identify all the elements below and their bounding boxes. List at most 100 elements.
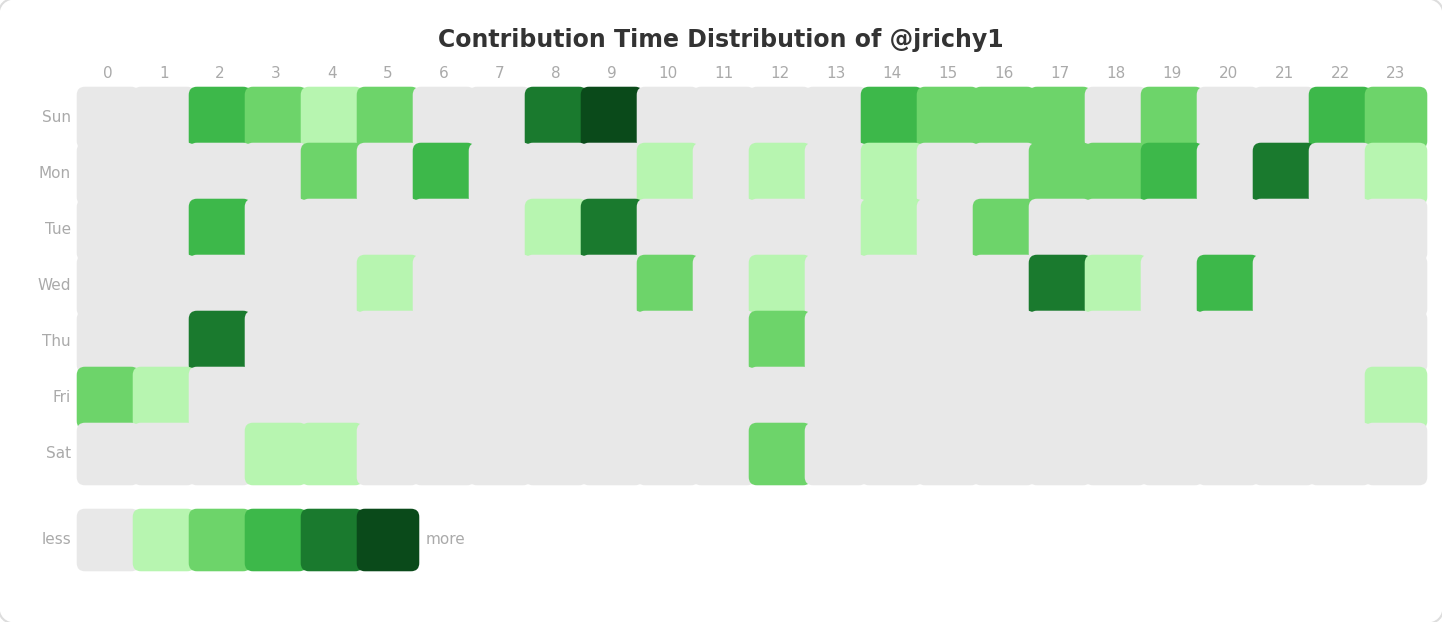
FancyBboxPatch shape <box>1364 311 1428 373</box>
FancyBboxPatch shape <box>76 367 140 429</box>
Text: 3: 3 <box>271 66 281 81</box>
Text: 4: 4 <box>327 66 337 81</box>
FancyBboxPatch shape <box>581 255 643 317</box>
FancyBboxPatch shape <box>637 423 699 485</box>
FancyBboxPatch shape <box>861 311 923 373</box>
FancyBboxPatch shape <box>1309 311 1371 373</box>
FancyBboxPatch shape <box>973 255 1035 317</box>
FancyBboxPatch shape <box>1253 142 1315 205</box>
FancyBboxPatch shape <box>412 198 476 261</box>
FancyBboxPatch shape <box>973 367 1035 429</box>
FancyBboxPatch shape <box>301 367 363 429</box>
Text: Wed: Wed <box>37 279 71 294</box>
FancyBboxPatch shape <box>861 423 923 485</box>
FancyBboxPatch shape <box>133 198 195 261</box>
FancyBboxPatch shape <box>1084 255 1148 317</box>
FancyBboxPatch shape <box>189 86 251 149</box>
FancyBboxPatch shape <box>1084 367 1148 429</box>
FancyBboxPatch shape <box>525 198 587 261</box>
FancyBboxPatch shape <box>1253 86 1315 149</box>
FancyBboxPatch shape <box>1197 86 1259 149</box>
FancyBboxPatch shape <box>1364 423 1428 485</box>
Text: 19: 19 <box>1162 66 1181 81</box>
FancyBboxPatch shape <box>637 142 699 205</box>
FancyBboxPatch shape <box>1197 255 1259 317</box>
FancyBboxPatch shape <box>748 142 812 205</box>
Text: 1: 1 <box>159 66 169 81</box>
FancyBboxPatch shape <box>1028 423 1092 485</box>
FancyBboxPatch shape <box>1028 311 1092 373</box>
FancyBboxPatch shape <box>581 142 643 205</box>
FancyBboxPatch shape <box>245 86 307 149</box>
FancyBboxPatch shape <box>1028 198 1092 261</box>
FancyBboxPatch shape <box>301 255 363 317</box>
FancyBboxPatch shape <box>917 198 979 261</box>
FancyBboxPatch shape <box>973 198 1035 261</box>
FancyBboxPatch shape <box>245 509 307 571</box>
FancyBboxPatch shape <box>356 367 420 429</box>
FancyBboxPatch shape <box>581 423 643 485</box>
Text: 18: 18 <box>1106 66 1126 81</box>
FancyBboxPatch shape <box>356 142 420 205</box>
FancyBboxPatch shape <box>1309 198 1371 261</box>
FancyBboxPatch shape <box>748 423 812 485</box>
Text: Thu: Thu <box>42 335 71 350</box>
FancyBboxPatch shape <box>973 311 1035 373</box>
FancyBboxPatch shape <box>1309 367 1371 429</box>
FancyBboxPatch shape <box>637 311 699 373</box>
FancyBboxPatch shape <box>1141 255 1203 317</box>
FancyBboxPatch shape <box>469 367 531 429</box>
FancyBboxPatch shape <box>748 198 812 261</box>
FancyBboxPatch shape <box>76 142 140 205</box>
FancyBboxPatch shape <box>469 198 531 261</box>
FancyBboxPatch shape <box>1364 142 1428 205</box>
FancyBboxPatch shape <box>1364 255 1428 317</box>
FancyBboxPatch shape <box>525 367 587 429</box>
FancyBboxPatch shape <box>76 198 140 261</box>
Text: 23: 23 <box>1386 66 1406 81</box>
Text: 5: 5 <box>384 66 392 81</box>
FancyBboxPatch shape <box>469 255 531 317</box>
FancyBboxPatch shape <box>692 311 756 373</box>
FancyBboxPatch shape <box>637 86 699 149</box>
FancyBboxPatch shape <box>637 198 699 261</box>
FancyBboxPatch shape <box>412 311 476 373</box>
FancyBboxPatch shape <box>1197 311 1259 373</box>
FancyBboxPatch shape <box>1364 198 1428 261</box>
FancyBboxPatch shape <box>692 423 756 485</box>
FancyBboxPatch shape <box>1028 367 1092 429</box>
FancyBboxPatch shape <box>76 255 140 317</box>
Text: Sun: Sun <box>42 111 71 126</box>
FancyBboxPatch shape <box>1197 142 1259 205</box>
Text: 2: 2 <box>215 66 225 81</box>
FancyBboxPatch shape <box>525 311 587 373</box>
FancyBboxPatch shape <box>1364 86 1428 149</box>
FancyBboxPatch shape <box>861 367 923 429</box>
FancyBboxPatch shape <box>301 509 363 571</box>
FancyBboxPatch shape <box>245 142 307 205</box>
FancyBboxPatch shape <box>1141 311 1203 373</box>
FancyBboxPatch shape <box>917 367 979 429</box>
FancyBboxPatch shape <box>189 509 251 571</box>
Text: Contribution Time Distribution of @jrichy1: Contribution Time Distribution of @jrich… <box>438 28 1004 52</box>
FancyBboxPatch shape <box>356 198 420 261</box>
FancyBboxPatch shape <box>412 367 476 429</box>
FancyBboxPatch shape <box>356 423 420 485</box>
FancyBboxPatch shape <box>469 311 531 373</box>
FancyBboxPatch shape <box>245 367 307 429</box>
Text: 16: 16 <box>995 66 1014 81</box>
FancyBboxPatch shape <box>805 367 867 429</box>
FancyBboxPatch shape <box>1253 423 1315 485</box>
FancyBboxPatch shape <box>469 423 531 485</box>
FancyBboxPatch shape <box>1141 367 1203 429</box>
FancyBboxPatch shape <box>692 367 756 429</box>
Text: 20: 20 <box>1218 66 1237 81</box>
FancyBboxPatch shape <box>133 255 195 317</box>
FancyBboxPatch shape <box>692 142 756 205</box>
Text: 11: 11 <box>714 66 734 81</box>
FancyBboxPatch shape <box>861 198 923 261</box>
Text: 15: 15 <box>939 66 957 81</box>
FancyBboxPatch shape <box>76 86 140 149</box>
FancyBboxPatch shape <box>76 311 140 373</box>
FancyBboxPatch shape <box>76 509 140 571</box>
